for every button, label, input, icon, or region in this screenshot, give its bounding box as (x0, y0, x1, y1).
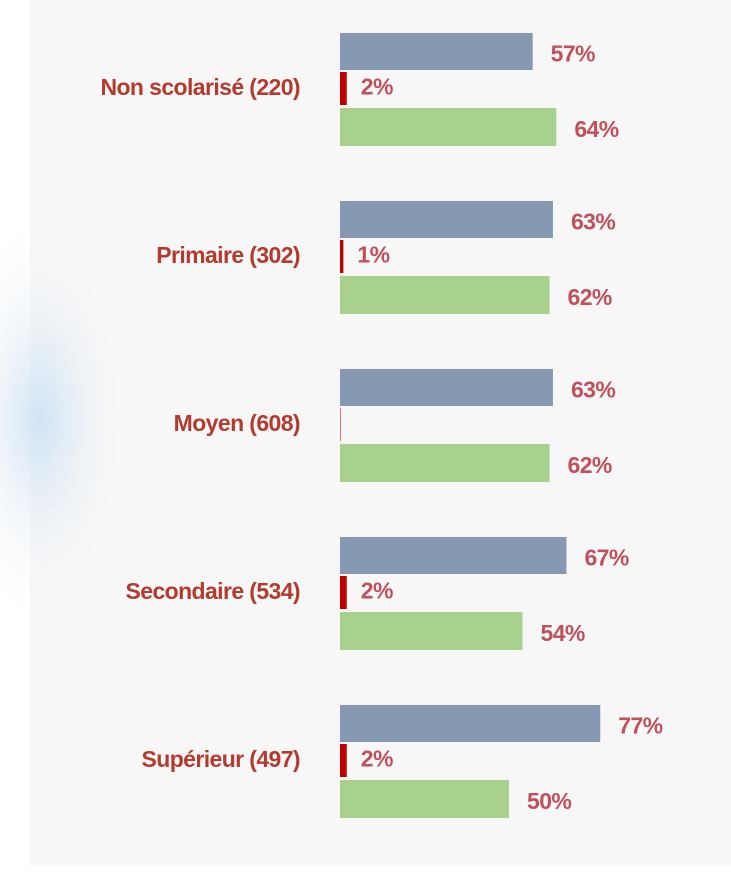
value-label: 2% (361, 74, 393, 100)
category-label: Supérieur (497) (142, 746, 300, 772)
value-label: 64% (574, 116, 618, 142)
category-label: Non scolarisé (220) (100, 74, 300, 100)
bar (340, 537, 567, 574)
category-label: Secondaire (534) (126, 578, 300, 604)
bar (340, 240, 344, 273)
bar (340, 744, 347, 777)
value-label: 62% (568, 284, 612, 310)
bar (340, 705, 601, 742)
value-label: 63% (571, 377, 615, 403)
background-glow (0, 220, 130, 620)
value-label: 1% (357, 242, 389, 268)
bar (340, 72, 347, 105)
bar (340, 612, 523, 650)
value-label: 2% (361, 578, 393, 604)
bar (340, 444, 550, 482)
value-label: 67% (584, 545, 628, 571)
value-label: 2% (361, 746, 393, 772)
value-label: 62% (568, 452, 612, 478)
bar (340, 276, 550, 314)
category-label: Moyen (608) (174, 410, 300, 436)
bar (340, 369, 553, 406)
value-label: 57% (551, 41, 595, 67)
value-label: 63% (571, 209, 615, 235)
category-label: Primaire (302) (156, 242, 300, 268)
value-label: 50% (527, 788, 571, 814)
bar (340, 576, 347, 609)
bar (340, 108, 557, 146)
bar (340, 780, 509, 818)
value-label: 77% (618, 713, 662, 739)
value-label: 54% (541, 620, 585, 646)
bar (340, 201, 553, 238)
bar (340, 33, 533, 70)
bar (340, 408, 341, 441)
